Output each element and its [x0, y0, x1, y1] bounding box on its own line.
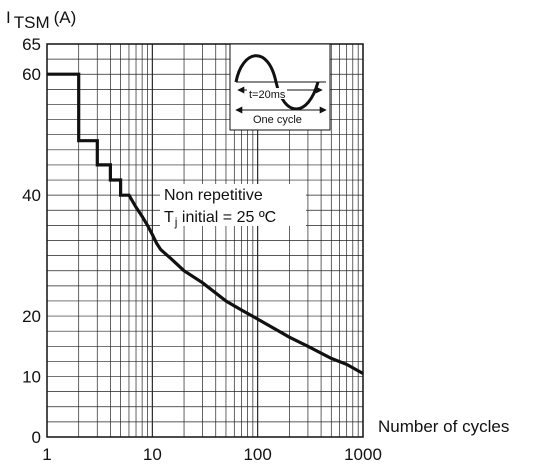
y-tick-label: 10 [22, 368, 41, 387]
surge-current-curve [47, 72, 364, 375]
plot-frame [46, 43, 364, 438]
period-label-bg [247, 88, 287, 99]
period-label: t=20ms [249, 89, 286, 101]
x-tick-label: 1000 [344, 445, 382, 464]
y-axis-title: I TSM (A) [6, 8, 76, 32]
x-tick-label: 100 [243, 445, 271, 464]
y-tick-label: 60 [22, 65, 41, 84]
y-tick-label: 65 [22, 35, 41, 54]
y-tick-label: 0 [32, 428, 41, 447]
y-tick-label: 20 [22, 307, 41, 326]
x-tick-label: 1 [42, 445, 51, 464]
x-tick-label: 10 [143, 445, 162, 464]
annotation-line-1: Non repetitive [164, 187, 263, 204]
y-tick-labels: 0 10 20 40 60 65 [22, 35, 41, 447]
x-axis-title: Number of cycles [378, 417, 509, 436]
annotation-line-2: Tj initial = 25 ºC [164, 209, 276, 229]
y-axis-title-sub: TSM [14, 13, 50, 32]
one-cycle-label: One cycle [253, 114, 302, 126]
y-tick-label: 40 [22, 186, 41, 205]
y-axis-title-unit: (A) [54, 8, 77, 27]
annotation-background [160, 184, 306, 226]
grid [47, 44, 363, 437]
x-tick-labels: 1 10 100 1000 [42, 445, 382, 464]
annotation-tj-rest: initial = 25 ºC [177, 209, 276, 226]
annotation-tj: T [164, 209, 174, 226]
sine-wave [234, 54, 320, 111]
sine-cycle-inset: t=20ms One cycle [229, 43, 331, 131]
annotation-tj-sub: j [174, 215, 178, 229]
y-axis-title-main: I [6, 8, 11, 27]
